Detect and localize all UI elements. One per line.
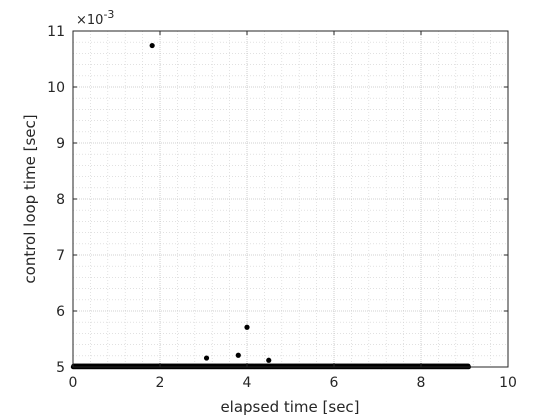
outlier-point (235, 352, 241, 358)
major-grid (73, 31, 508, 367)
x-tick-label: 2 (156, 375, 165, 391)
x-tick-label: 0 (69, 375, 78, 391)
y-tick-label: 9 (56, 136, 65, 152)
plot-background (73, 31, 508, 367)
y-exponent-label: ×10-3 (76, 8, 114, 28)
y-tick-label: 8 (56, 192, 65, 208)
y-tick-label: 7 (56, 248, 65, 264)
x-tick-label: 10 (499, 375, 517, 391)
y-exponent-base: ×10 (76, 13, 103, 28)
y-exponent-power: -3 (103, 8, 114, 21)
y-axis-label: control loop time [sec] (21, 114, 39, 283)
y-tick-label: 10 (47, 80, 65, 96)
outlier-point (266, 357, 272, 363)
x-tick-label: 6 (330, 375, 339, 391)
x-tick-label: 4 (243, 375, 252, 391)
y-tick-label: 11 (47, 24, 65, 40)
outlier-point (149, 42, 155, 49)
x-axis-label: elapsed time [sec] (220, 398, 359, 416)
x-tick-labels: 0 2 4 6 8 10 (69, 375, 517, 391)
x-tick-label: 8 (417, 375, 426, 391)
outlier-point (244, 324, 250, 330)
y-tick-labels: 5 6 7 8 9 10 11 (47, 24, 65, 376)
y-tick-label: 6 (56, 304, 65, 320)
outlier-point (203, 355, 210, 361)
tick-marks (72, 30, 509, 368)
y-tick-label: 5 (56, 360, 65, 376)
